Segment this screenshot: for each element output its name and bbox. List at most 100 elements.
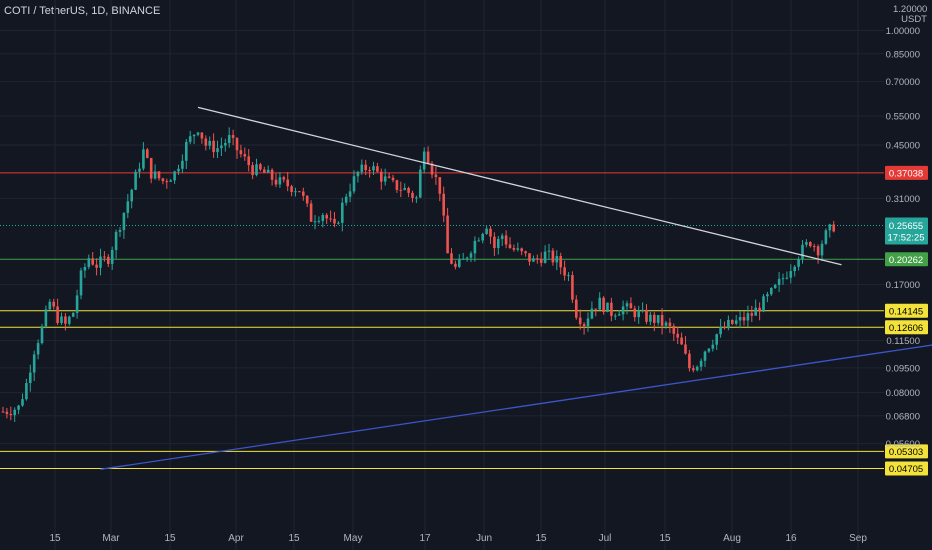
candle-body [71,312,75,317]
candle-body [582,324,586,327]
candle-body [500,235,504,240]
candle-body [17,405,20,410]
candle-body [235,137,239,151]
candle-body [333,218,336,224]
candle-body [660,315,664,326]
candle-body [372,166,375,171]
candle-body [153,171,157,179]
candle-body [828,224,832,231]
candle-body [9,413,13,416]
candle-body [270,169,274,180]
candle-body [169,180,172,182]
candle-body [742,317,746,321]
candle-body [719,326,722,335]
candle-body [688,353,691,369]
candle-body [699,360,703,367]
candle-body [305,195,309,204]
candle-body [715,334,718,345]
candle-body [621,306,625,315]
candle-body [656,315,660,323]
candle-body [758,307,761,312]
candle-body [114,231,118,250]
candle-body [543,251,547,263]
price-level-label: 0.20262 [889,255,923,266]
candle-body [809,242,812,247]
candle-body [512,248,516,250]
candle-body [337,222,340,224]
candle-body [504,235,508,245]
candle-body [684,344,687,354]
candle-body [110,249,114,264]
candle-body [118,230,122,232]
candle-body [208,140,211,146]
grid [0,0,884,550]
candle-body [32,354,36,373]
candle-body [489,228,492,237]
candle-body [625,303,629,307]
x-tick-label: 16 [785,533,797,544]
y-tick-label: 0.08000 [886,388,920,399]
candle-body [411,192,414,198]
candle-body [387,176,391,178]
candle-body [820,243,824,256]
candle-body [329,218,332,220]
candle-body [360,164,364,172]
candle-body [454,263,457,267]
candle-body [797,259,800,267]
candle-body [801,244,804,260]
candle-body [672,325,676,334]
candle-body [122,212,126,231]
candle-body [200,132,204,139]
candle-body [598,297,601,310]
candle-body [711,344,715,349]
candle-body [559,256,562,268]
price-level-label: 0.14145 [889,306,923,317]
candle-body [138,168,141,172]
candle-body [274,179,278,185]
candle-body [278,177,282,185]
candles [1,127,835,423]
candle-body [528,253,531,262]
candle-body [777,278,781,285]
candle-body [227,135,231,143]
candle-body [286,179,289,187]
candle-body [146,149,149,159]
candle-body [754,307,757,316]
candle-body [430,163,434,175]
candle-body [13,409,16,416]
candle-body [805,242,808,245]
candle-body [376,166,379,172]
candle-body [575,299,578,318]
candle-body [149,158,153,179]
y-tick-label: 0.05600 [886,439,920,450]
candle-body [352,176,356,192]
candle-body [524,251,527,254]
candle-body [649,314,652,322]
candle-body [723,326,726,329]
y-tick-label: 0.85000 [886,49,920,60]
candle-body [368,170,371,172]
candle-body [25,383,28,400]
candle-body [348,191,352,197]
candle-body [637,310,640,318]
candle-body [259,164,262,170]
y-tick-label: 0.17000 [886,280,920,291]
x-tick-label: May [344,533,363,544]
candle-body [48,301,52,310]
candle-body [481,233,484,241]
y-tick-label: 0.09500 [886,363,920,374]
candle-body [746,313,750,321]
x-tick-label: Jun [476,533,492,544]
trendline-resistance [197,106,842,266]
candle-body [91,258,94,265]
candle-body [157,171,161,179]
candle-body [399,189,403,191]
candle-body [762,296,765,312]
candle-body [727,319,730,329]
candle-body [107,256,110,264]
candle-body [103,256,106,258]
candle-body [239,150,243,155]
candle-body [95,264,98,268]
candle-body [610,302,613,316]
